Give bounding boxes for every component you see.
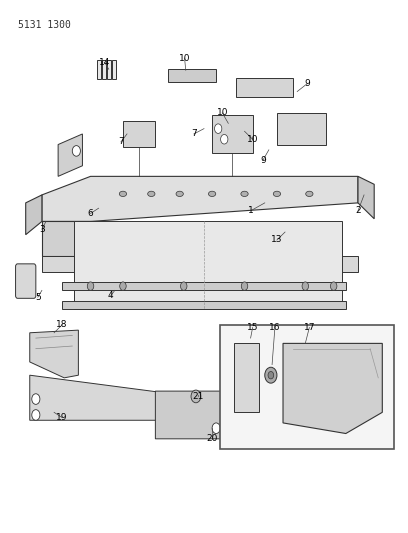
Text: 16: 16 (269, 323, 281, 332)
FancyBboxPatch shape (107, 60, 111, 79)
Polygon shape (283, 343, 382, 433)
FancyBboxPatch shape (97, 60, 101, 79)
Ellipse shape (119, 191, 126, 197)
Polygon shape (123, 120, 155, 147)
Polygon shape (74, 221, 342, 309)
Circle shape (265, 367, 277, 383)
Circle shape (120, 282, 126, 290)
Text: 5131 1300: 5131 1300 (18, 20, 71, 30)
FancyBboxPatch shape (102, 60, 106, 79)
Ellipse shape (148, 191, 155, 197)
Text: 19: 19 (56, 413, 68, 422)
Text: 14: 14 (99, 58, 111, 67)
Polygon shape (42, 256, 358, 272)
Circle shape (212, 423, 220, 433)
Text: 17: 17 (304, 323, 315, 332)
FancyBboxPatch shape (16, 264, 36, 298)
Text: 20: 20 (206, 434, 218, 443)
Text: 10: 10 (179, 54, 190, 62)
Text: 3: 3 (39, 225, 45, 234)
Circle shape (268, 372, 274, 379)
Circle shape (32, 394, 40, 405)
Text: 9: 9 (304, 79, 310, 88)
FancyBboxPatch shape (220, 325, 395, 449)
Ellipse shape (241, 191, 248, 197)
Polygon shape (62, 282, 346, 290)
Circle shape (180, 282, 187, 290)
Polygon shape (62, 301, 346, 309)
Text: 10: 10 (217, 108, 228, 117)
Circle shape (302, 282, 308, 290)
Ellipse shape (306, 191, 313, 197)
Ellipse shape (176, 191, 183, 197)
Polygon shape (42, 176, 358, 221)
Ellipse shape (273, 191, 281, 197)
Text: 6: 6 (88, 209, 93, 218)
Circle shape (72, 146, 80, 156)
Polygon shape (236, 78, 293, 97)
Polygon shape (212, 115, 253, 152)
Text: 15: 15 (247, 323, 258, 332)
Circle shape (32, 410, 40, 420)
Circle shape (191, 390, 201, 403)
Polygon shape (155, 391, 244, 439)
Polygon shape (26, 195, 42, 235)
Polygon shape (58, 134, 82, 176)
Polygon shape (358, 176, 374, 219)
Polygon shape (30, 375, 172, 420)
FancyBboxPatch shape (113, 60, 116, 79)
Polygon shape (42, 221, 91, 256)
Text: 21: 21 (192, 392, 204, 401)
FancyBboxPatch shape (168, 69, 216, 82)
Text: 7: 7 (191, 130, 197, 139)
Text: 4: 4 (108, 291, 113, 300)
Ellipse shape (208, 191, 216, 197)
Circle shape (221, 134, 228, 144)
Circle shape (330, 282, 337, 290)
Text: 2: 2 (355, 206, 361, 215)
Polygon shape (30, 330, 78, 378)
Circle shape (241, 282, 248, 290)
Polygon shape (277, 113, 326, 144)
Text: 7: 7 (118, 138, 124, 147)
Circle shape (87, 282, 94, 290)
Circle shape (215, 124, 222, 133)
Text: 1: 1 (248, 206, 253, 215)
Polygon shape (234, 343, 259, 413)
Text: 13: 13 (271, 236, 283, 245)
Text: 10: 10 (247, 135, 258, 144)
Text: 5: 5 (35, 293, 41, 302)
Text: 18: 18 (56, 320, 68, 329)
Text: 9: 9 (260, 156, 266, 165)
